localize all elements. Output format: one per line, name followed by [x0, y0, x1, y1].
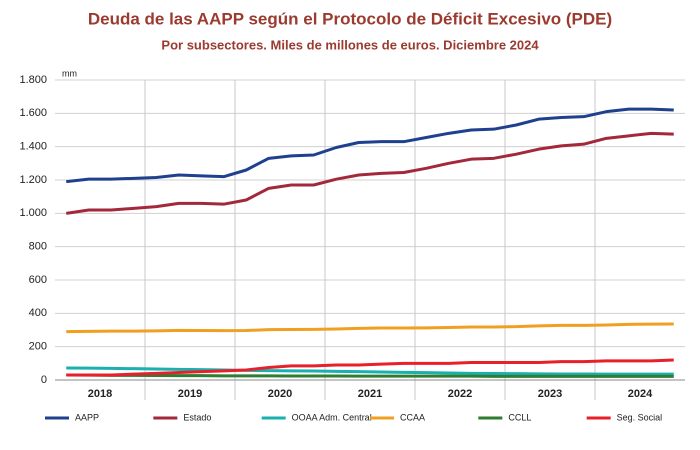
y-tick-label: 0 — [41, 374, 47, 386]
legend-label: AAPP — [75, 412, 99, 422]
x-tick-label: 2021 — [358, 388, 382, 400]
y-tick-label: 400 — [29, 307, 47, 319]
legend-label: Estado — [183, 412, 211, 422]
chart-title: Deuda de las AAPP según el Protocolo de … — [88, 9, 612, 28]
legend-label: CCLL — [508, 412, 531, 422]
legend-label: CCAA — [400, 412, 425, 422]
y-tick-label: 1.400 — [19, 141, 47, 153]
x-tick-label: 2022 — [448, 388, 472, 400]
x-tick-label: 2019 — [178, 388, 202, 400]
y-tick-label: 600 — [29, 274, 47, 286]
y-tick-label: 1.200 — [19, 174, 47, 186]
legend-label: OOAA Adm. Central — [292, 412, 372, 422]
y-tick-label: 1.000 — [19, 207, 47, 219]
y-tick-label: 1.600 — [19, 107, 47, 119]
y-unit: mm — [62, 68, 77, 78]
series-line — [66, 131, 674, 215]
x-tick-label: 2023 — [538, 388, 562, 400]
series-line — [66, 366, 674, 376]
chart-subtitle: Por subsectores. Miles de millones de eu… — [161, 37, 539, 52]
y-tick-label: 200 — [29, 341, 47, 353]
x-tick-label: 2018 — [88, 388, 112, 400]
legend-label: Seg. Social — [617, 412, 663, 422]
y-tick-label: 800 — [29, 241, 47, 253]
series-line — [66, 107, 674, 184]
series-line — [66, 322, 674, 334]
series-line — [66, 358, 674, 377]
x-tick-label: 2020 — [268, 388, 292, 400]
series-line — [66, 373, 674, 378]
y-tick-label: 1.800 — [19, 74, 47, 86]
x-tick-label: 2024 — [628, 388, 653, 400]
